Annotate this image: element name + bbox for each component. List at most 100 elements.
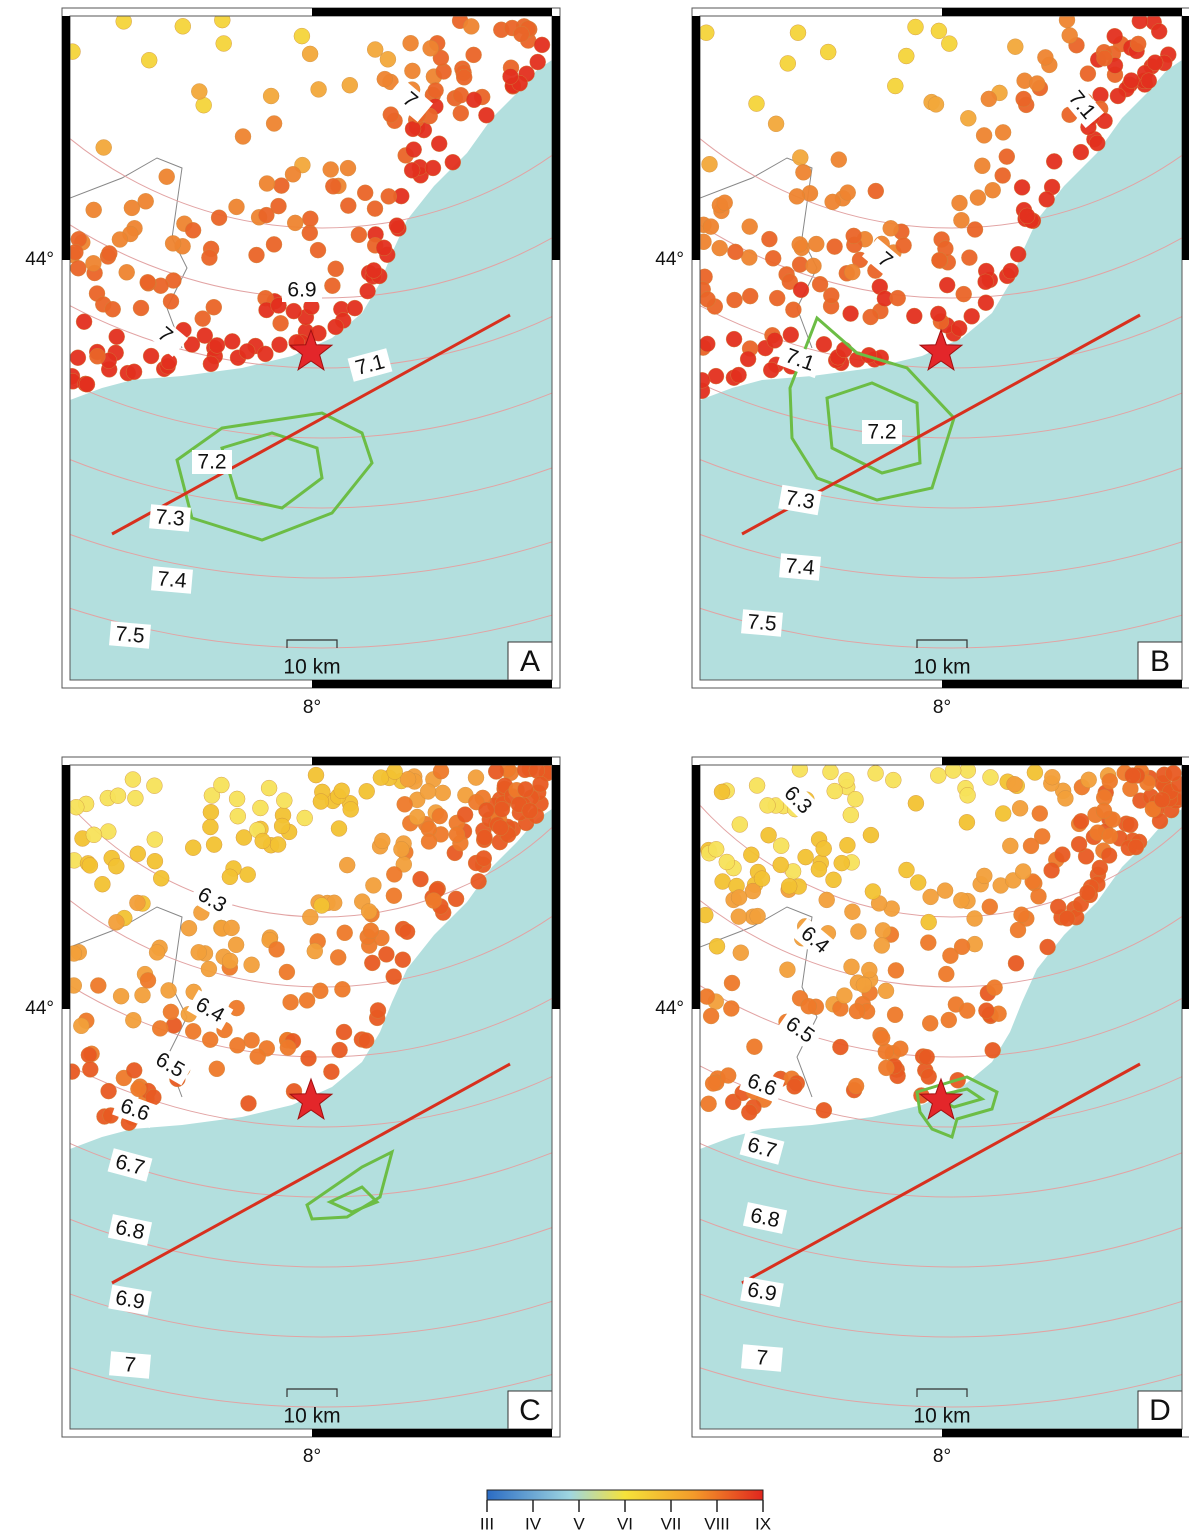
intensity-dot: [312, 793, 330, 810]
intensity-dot: [313, 897, 330, 914]
intensity-dot: [931, 251, 948, 269]
intensity-dot: [70, 260, 87, 277]
contour-label-text: 7.5: [746, 610, 777, 635]
intensity-dot: [301, 224, 319, 242]
contour-label-box: [776, 1008, 824, 1052]
rupture-polygon: [326, 1185, 380, 1214]
intensity-dot: [70, 43, 81, 60]
intensity-dot: [815, 336, 833, 353]
frame-bar: [62, 765, 70, 1009]
intensity-dot: [936, 882, 954, 899]
colorbar-label: III: [480, 1514, 494, 1533]
frame-bar: [1182, 765, 1189, 1009]
intensity-dot: [160, 353, 178, 371]
intensity-dot: [476, 829, 493, 846]
intensity-dot: [861, 961, 878, 979]
intensity-dot: [81, 857, 99, 874]
intensity-dot: [930, 22, 948, 40]
contour-label: 7.3: [778, 484, 822, 516]
frame-bar: [62, 16, 70, 260]
contour-line: [700, 1367, 1182, 1408]
contour-label: 7: [109, 1351, 151, 1379]
intensity-dot: [260, 779, 278, 797]
contour-label: 7.2: [192, 450, 232, 474]
intensity-dot: [1140, 72, 1157, 89]
intensity-dot: [953, 938, 971, 956]
contour-label: 7: [741, 1344, 783, 1372]
intensity-dot: [1031, 805, 1048, 822]
intensity-dot: [1072, 143, 1090, 161]
contour-label-text: 6.9: [746, 1278, 779, 1306]
intensity-dot: [1096, 50, 1113, 67]
intensity-dot: [470, 873, 487, 890]
intensity-dot: [713, 783, 731, 801]
intensity-dot: [811, 276, 829, 293]
contour-label-text: 7.3: [784, 486, 817, 514]
intensity-dot: [907, 18, 924, 36]
intensity-dot: [975, 127, 993, 144]
intensity-dot: [130, 1080, 147, 1098]
intensity-dot: [146, 831, 164, 848]
contour-line: [70, 607, 552, 649]
intensity-dot: [243, 1032, 260, 1049]
intensity-dot: [772, 856, 789, 874]
map-area: 7.177.17.27.37.47.5: [700, 16, 1182, 680]
contour-label: 7.2: [862, 420, 902, 444]
contour-label-text: 7: [755, 1346, 769, 1370]
contour-line: [70, 382, 552, 439]
intensity-dot: [994, 167, 1011, 184]
intensity-dot: [920, 913, 937, 931]
intensity-dot: [702, 218, 720, 235]
intensity-dot: [835, 341, 853, 358]
intensity-dot: [922, 888, 939, 906]
contour-line: [700, 607, 1182, 649]
intensity-dot: [1015, 90, 1032, 108]
intensity-dot: [191, 83, 208, 100]
intensity-dot: [930, 767, 947, 784]
intensity-dot: [977, 273, 994, 290]
map-panel: 76.977.17.27.37.47.510 km A44°8°: [25, 7, 561, 718]
intensity-dot: [726, 291, 743, 309]
intensity-dot: [223, 919, 240, 937]
intensity-dot: [766, 332, 784, 349]
intensity-dot: [269, 836, 287, 853]
intensity-dot: [234, 128, 252, 145]
intensity-dot: [456, 806, 474, 823]
intensity-dot: [864, 883, 882, 900]
intensity-dot: [394, 951, 411, 968]
intensity-dot: [366, 200, 384, 217]
intensity-dot: [898, 47, 915, 65]
intensity-dot: [70, 244, 84, 261]
intensity-dot: [162, 293, 180, 310]
intensity-dot: [874, 922, 892, 939]
intensity-dot: [307, 766, 325, 784]
intensity-dot: [772, 837, 790, 854]
contour-label-box: [108, 1284, 152, 1316]
intensity-dot: [873, 937, 891, 954]
intensity-dot: [845, 227, 862, 245]
intensity-dot: [146, 852, 164, 870]
intensity-dot: [194, 310, 211, 327]
contour-label-text: 6.9: [114, 1286, 147, 1314]
contour-line: [700, 899, 1182, 988]
contour-label-box: [741, 1344, 783, 1372]
intensity-dot: [730, 889, 748, 906]
intensity-dot: [797, 848, 814, 866]
intensity-dot: [300, 1050, 317, 1067]
intensity-dot: [502, 68, 519, 85]
intensity-dot: [998, 148, 1015, 165]
intensity-dot: [792, 149, 809, 166]
intensity-dot: [405, 141, 422, 158]
intensity-dot: [955, 285, 972, 303]
intensity-dot: [346, 299, 363, 317]
intensity-dot: [301, 45, 319, 63]
intensity-dot: [823, 287, 840, 304]
intensity-dot: [1095, 802, 1113, 819]
intensity-dot: [339, 856, 356, 874]
intensity-dot: [262, 87, 280, 105]
intensity-dot: [249, 1048, 266, 1065]
intensity-dot: [980, 90, 997, 108]
intensity-dot: [1057, 790, 1074, 807]
